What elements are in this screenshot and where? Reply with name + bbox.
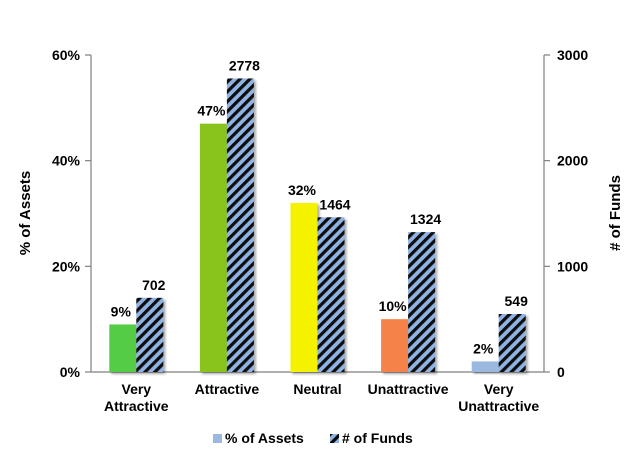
data-label-assets: 32% — [288, 182, 317, 198]
right-tick-label: 3000 — [557, 47, 588, 63]
bar-funds — [408, 232, 436, 372]
data-label-funds: 1464 — [319, 196, 350, 212]
data-label-funds: 702 — [142, 277, 166, 293]
data-label-assets: 9% — [111, 303, 132, 319]
data-label-assets: 47% — [197, 103, 226, 119]
bar-assets — [290, 202, 318, 372]
category-label: Attractive — [104, 398, 169, 414]
left-tick-label: 20% — [52, 258, 81, 274]
bar-assets — [199, 123, 227, 372]
bar-funds — [317, 217, 345, 372]
left-tick-label: 0% — [60, 364, 81, 380]
category-label: Unattractive — [458, 398, 539, 414]
right-tick-label: 0 — [557, 364, 565, 380]
category-label: Very — [484, 381, 514, 397]
data-label-funds: 1324 — [410, 211, 441, 227]
data-label-funds: 549 — [505, 293, 529, 309]
left-tick-label: 60% — [52, 47, 81, 63]
bar-assets — [471, 361, 499, 372]
category-label: Unattractive — [368, 381, 449, 397]
legend: % of Assets # of Funds — [213, 430, 413, 446]
left-tick-label: 40% — [52, 153, 81, 169]
legend-swatch-funds — [330, 434, 339, 443]
data-label-assets: 2% — [473, 340, 494, 356]
category-label: Neutral — [293, 381, 341, 397]
legend-swatch-assets — [213, 434, 222, 443]
right-axis-title: # of Funds — [607, 175, 624, 251]
data-label-assets: 10% — [379, 298, 408, 314]
legend-label-assets: % of Assets — [225, 430, 304, 446]
bar-assets — [109, 324, 137, 372]
category-label: Attractive — [195, 381, 260, 397]
right-tick-label: 2000 — [557, 153, 588, 169]
left-axis-title: % of Assets — [17, 171, 34, 255]
bar-assets — [381, 319, 409, 372]
data-label-funds: 2778 — [229, 57, 260, 73]
legend-label-funds: # of Funds — [342, 430, 413, 446]
right-tick-label: 1000 — [557, 258, 588, 274]
bar-funds — [136, 297, 164, 372]
bar-funds — [498, 313, 526, 372]
category-label: Very — [122, 381, 152, 397]
bar-funds — [226, 78, 254, 372]
